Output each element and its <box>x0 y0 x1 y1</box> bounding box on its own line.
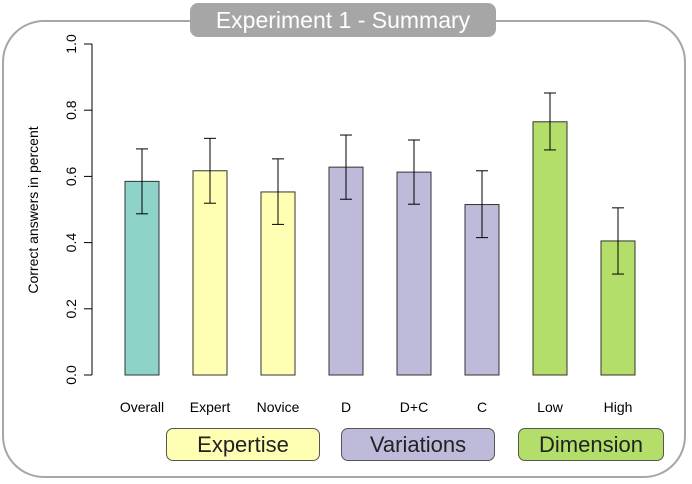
group-label-dimension: Dimension <box>518 428 664 461</box>
bar-expert <box>192 170 228 376</box>
x-tick-label: C <box>477 399 487 415</box>
x-tick-label: D+C <box>400 399 428 415</box>
group-label-expertise: Expertise <box>166 428 320 461</box>
x-tick-label: Overall <box>120 399 164 415</box>
bars <box>124 121 636 376</box>
x-tick-label: Expert <box>190 399 231 415</box>
y-tick-label: 0.8 <box>63 100 79 120</box>
y-tick-label: 0.2 <box>63 299 79 319</box>
bar-overall <box>124 180 160 376</box>
error-bars <box>136 92 624 275</box>
y-axis-label: Correct answers in percent <box>25 126 41 293</box>
x-axis-labels: Overall Expert Novice D D+C C Low High <box>120 399 633 415</box>
y-tick-label: 0.4 <box>63 233 79 253</box>
chart-title: Experiment 1 - Summary <box>190 3 496 37</box>
y-tick-label: 0.6 <box>63 166 79 186</box>
y-tick-label: 0.0 <box>63 365 79 385</box>
group-label-variations: Variations <box>341 428 495 461</box>
bar-low <box>532 121 568 376</box>
x-tick-label: Novice <box>257 399 300 415</box>
bar-d <box>328 166 364 376</box>
y-tick-label: 1.0 <box>63 34 79 54</box>
x-tick-label: D <box>341 399 351 415</box>
x-tick-label: Low <box>537 399 564 415</box>
bar-d-c <box>396 171 432 376</box>
y-axis: 0.0 0.2 0.4 0.6 0.8 1.0 <box>63 34 93 385</box>
x-tick-label: High <box>604 399 633 415</box>
